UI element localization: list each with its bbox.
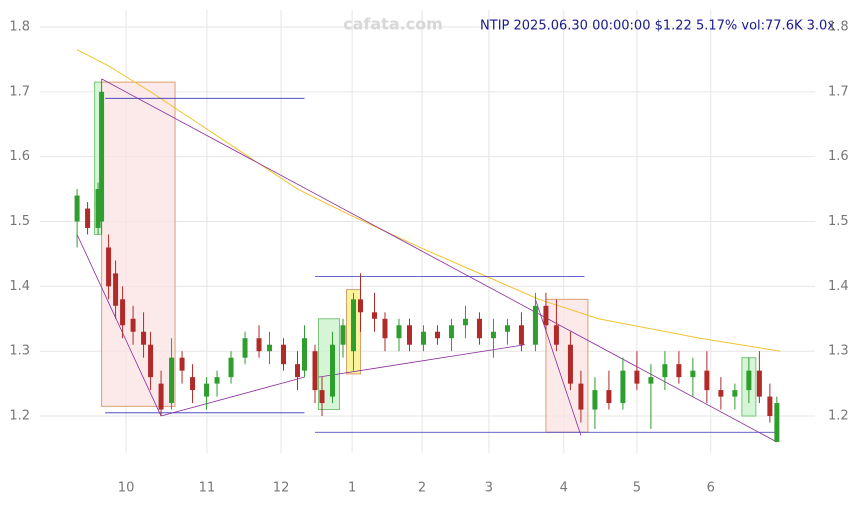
candle-body — [130, 318, 136, 332]
candle-body — [476, 318, 482, 339]
x-tick-label: 11 — [199, 481, 216, 496]
candle-body — [281, 344, 287, 365]
candle-body — [620, 370, 626, 404]
candle-body — [774, 403, 780, 442]
candle-body — [295, 364, 301, 378]
zone — [545, 298, 589, 433]
trend-line — [535, 299, 582, 436]
candle-body — [532, 305, 538, 345]
y-tick-label-right: 1.5 — [828, 214, 849, 229]
candle-body — [382, 318, 388, 339]
candle-body — [704, 370, 710, 391]
candle-body — [179, 357, 185, 371]
candle-body — [756, 370, 762, 397]
chart-title: NTIP 2025.06.30 00:00:00 $1.22 5.17% vol… — [480, 19, 835, 34]
y-tick-label: 1.8 — [9, 20, 30, 35]
candle-body — [746, 370, 752, 391]
candle-body — [448, 325, 454, 339]
candle-body — [406, 325, 412, 345]
watermark: cafata.com — [343, 15, 443, 34]
candle-body — [606, 390, 612, 404]
candle-body — [567, 344, 573, 384]
candle-body — [319, 390, 325, 404]
candle-body — [74, 195, 80, 222]
x-tick-label: 1 — [348, 481, 356, 496]
moving-average-line — [76, 49, 781, 352]
candle-body — [690, 370, 696, 378]
candle-body — [543, 305, 549, 326]
y-tick-label-right: 1.2 — [828, 409, 849, 424]
candle-body — [340, 325, 346, 345]
x-tick-label: 6 — [707, 481, 715, 496]
candle-body — [148, 344, 154, 378]
candle-body — [99, 91, 105, 222]
candle-body — [169, 357, 175, 404]
y-tick-label-right: 1.7 — [828, 84, 849, 99]
candle-body — [158, 383, 164, 410]
y-tick-label: 1.3 — [9, 344, 30, 359]
candle-body — [106, 247, 112, 287]
candle-body — [330, 344, 336, 397]
candle-body — [95, 189, 101, 229]
y-tick-label: 1.4 — [9, 279, 30, 294]
candle-body — [190, 377, 196, 391]
candle-body — [578, 383, 584, 410]
y-tick-label: 1.6 — [9, 149, 30, 164]
trend-line — [318, 344, 526, 378]
x-tick-label: 3 — [485, 481, 493, 496]
candle-body — [767, 396, 773, 417]
candle-body — [242, 338, 248, 358]
candle-body — [648, 377, 654, 384]
candle-body — [113, 273, 119, 306]
y-tick-label: 1.7 — [9, 84, 30, 99]
candle-body — [214, 377, 220, 384]
candle-body — [504, 325, 510, 332]
x-tick-label: 5 — [633, 481, 641, 496]
y-tick-label: 1.2 — [9, 409, 30, 424]
candle-body — [420, 331, 426, 345]
candle-body — [302, 338, 308, 371]
candle-body — [228, 357, 234, 378]
candle-body — [553, 325, 559, 345]
y-tick-label: 1.5 — [9, 214, 30, 229]
candle-body — [357, 299, 363, 313]
candle-body — [732, 390, 738, 397]
candle-body — [462, 318, 468, 326]
candle-body — [350, 299, 356, 352]
candle-body — [396, 325, 402, 339]
candle-body — [634, 370, 640, 384]
trend-line — [76, 234, 162, 417]
y-tick-label-right: 1.6 — [828, 149, 849, 164]
candle-body — [120, 299, 126, 326]
x-tick-label: 10 — [118, 481, 135, 496]
candle-body — [662, 364, 668, 378]
y-tick-label-right: 1.8 — [828, 20, 849, 35]
candle-body — [718, 390, 724, 397]
candle-body — [312, 351, 318, 391]
candle-body — [676, 364, 682, 378]
y-tick-label-right: 1.3 — [828, 344, 849, 359]
candle-body — [518, 325, 524, 345]
candle-body — [267, 344, 273, 352]
candle-body — [434, 331, 440, 339]
y-tick-label-right: 1.4 — [828, 279, 849, 294]
candle-body — [256, 338, 262, 352]
candle-body — [371, 312, 377, 319]
x-tick-label: 2 — [418, 481, 426, 496]
trend-line — [160, 376, 305, 417]
x-tick-label: 4 — [560, 481, 568, 496]
candle-body — [85, 208, 91, 229]
candle-body — [490, 331, 496, 339]
x-tick-label: 12 — [273, 481, 290, 496]
candle-body — [141, 331, 147, 345]
candle-body — [592, 390, 598, 410]
candle-body — [204, 383, 210, 397]
trend-line — [101, 78, 778, 443]
zone — [101, 81, 176, 407]
